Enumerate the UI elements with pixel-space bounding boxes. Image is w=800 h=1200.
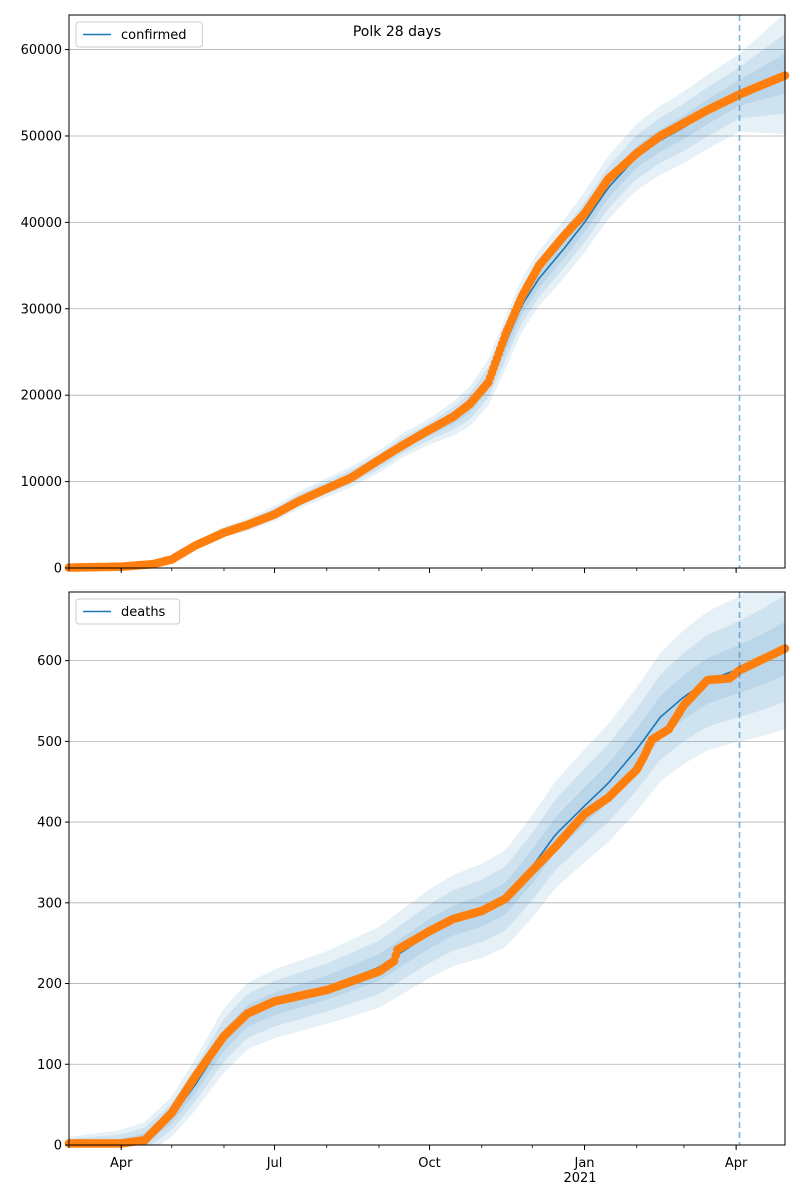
plot-frame bbox=[68, 591, 786, 1146]
y-tick-label: 20000 bbox=[21, 389, 62, 404]
y-tick-label: 600 bbox=[37, 654, 62, 669]
x-axis: 2021 Apr Jul Oct Jan Apr bbox=[110, 1156, 748, 1186]
y-tick-label: 100 bbox=[37, 1058, 62, 1073]
y-tick-label: 300 bbox=[37, 896, 62, 911]
uncertainty-band-2 bbox=[69, 33, 785, 569]
y-tick-label: 200 bbox=[37, 977, 62, 992]
uncertainty-band-1 bbox=[69, 592, 785, 1145]
confirmed-panel: 0 10000 20000 30000 40000 50000 60000 confirmed bbox=[21, 14, 790, 577]
deaths-panel: 0 100 200 300 400 500 600 deaths bbox=[37, 591, 790, 1154]
x-tick-label: Jul bbox=[266, 1156, 283, 1171]
uncertainty-band-1 bbox=[69, 15, 785, 568]
x-tick-label: Jan bbox=[573, 1156, 594, 1171]
y-tick-label: 0 bbox=[54, 1139, 62, 1154]
y-tick-label: 0 bbox=[54, 562, 62, 577]
x-year-label: 2021 bbox=[563, 1171, 596, 1186]
plot-frame bbox=[68, 14, 786, 569]
x-tick-label: Apr bbox=[725, 1156, 748, 1171]
legend-deaths: deaths bbox=[75, 598, 181, 625]
y-tick-label: 30000 bbox=[21, 302, 62, 317]
legend-box bbox=[75, 21, 203, 48]
figure-title: Polk 28 days bbox=[353, 24, 441, 40]
legend-label: confirmed bbox=[121, 28, 187, 43]
x-tick-label: Oct bbox=[418, 1156, 440, 1171]
y-tick-label: 60000 bbox=[21, 43, 62, 58]
y-tick-label: 50000 bbox=[21, 129, 62, 144]
x-tick-label: Apr bbox=[110, 1156, 133, 1171]
y-tick-label: 500 bbox=[37, 735, 62, 750]
uncertainty-band-3 bbox=[69, 621, 785, 1145]
uncertainty-band-2 bbox=[69, 595, 785, 1145]
y-tick-label: 10000 bbox=[21, 475, 62, 490]
legend-confirmed: confirmed bbox=[75, 21, 203, 48]
y-tick-label: 400 bbox=[37, 816, 62, 831]
y-tick-label: 40000 bbox=[21, 216, 62, 231]
legend-box bbox=[75, 598, 181, 625]
legend-label: deaths bbox=[121, 605, 166, 620]
